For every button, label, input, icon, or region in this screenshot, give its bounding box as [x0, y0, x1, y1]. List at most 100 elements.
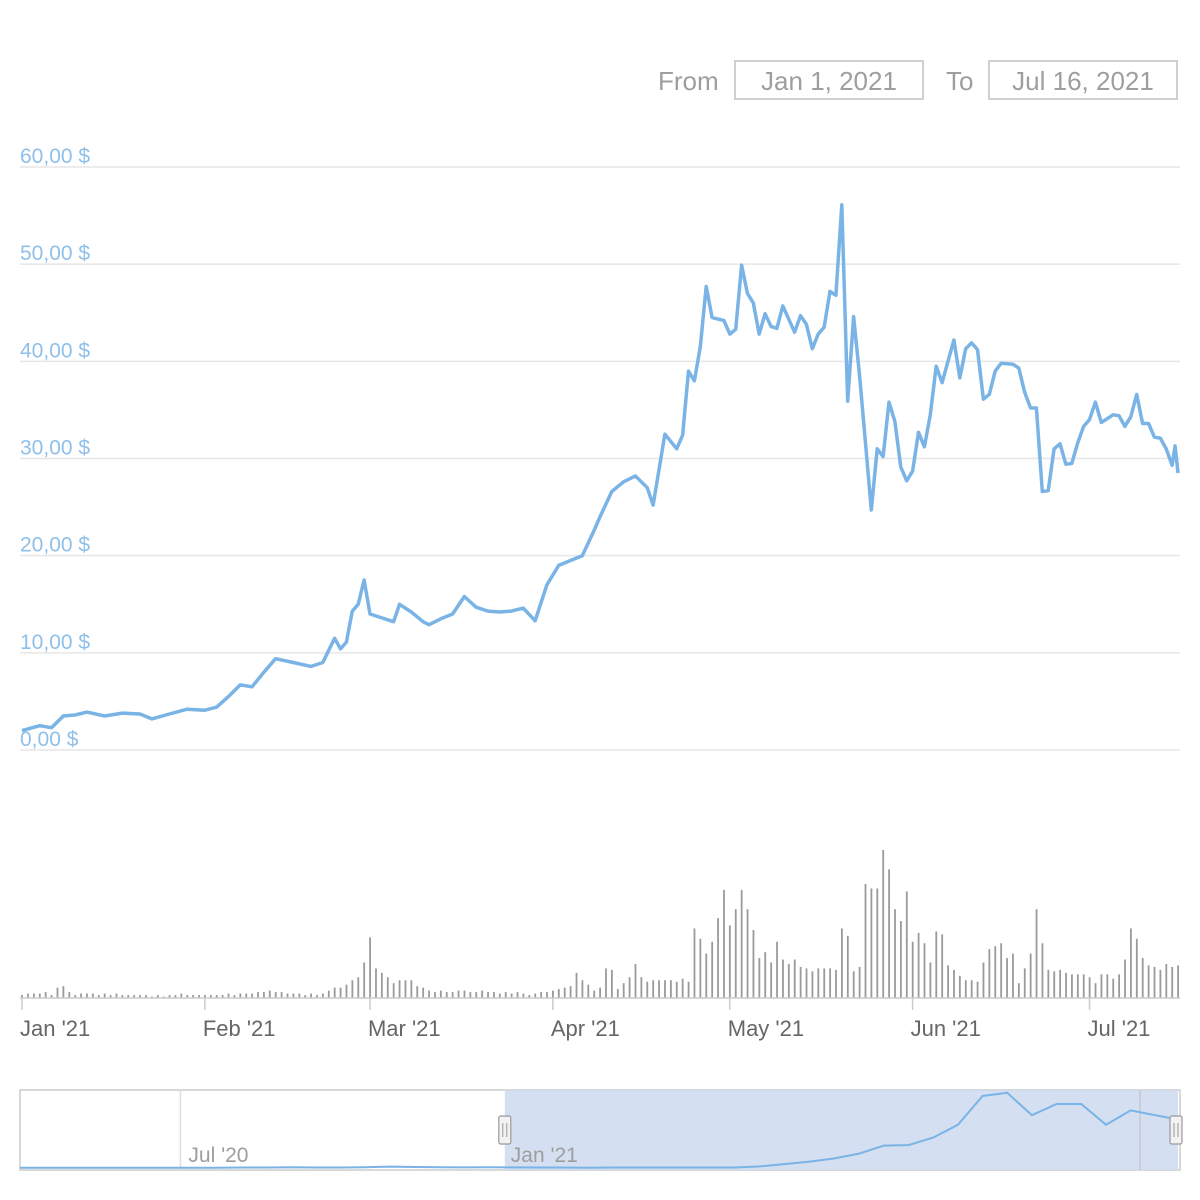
volume-bar: [310, 993, 312, 998]
volume-bar: [257, 992, 259, 998]
volume-bar: [994, 946, 997, 998]
volume-bar: [192, 995, 195, 998]
volume-bar: [32, 993, 35, 998]
volume-bar: [599, 987, 601, 998]
volume-bar: [386, 977, 389, 998]
volume-bar: [345, 984, 348, 998]
navigator-right-handle[interactable]: [1169, 1115, 1183, 1145]
volume-bar: [964, 980, 967, 998]
volume-bar: [1047, 969, 1050, 998]
volume-bar: [1118, 974, 1121, 998]
y-tick-label: 30,00 $: [20, 437, 90, 460]
volume-bar: [787, 963, 790, 998]
price-series: [21, 203, 1180, 733]
volume-bar: [1076, 974, 1079, 998]
volume-bar: [581, 980, 584, 998]
volume-bar: [91, 993, 94, 998]
volume-bar: [1141, 958, 1144, 998]
volume-bar: [823, 968, 826, 998]
volume-bar: [97, 995, 100, 998]
volume-bar: [357, 977, 360, 998]
volume-bar: [593, 990, 596, 998]
volume-bar: [534, 993, 537, 998]
volume-bar: [215, 995, 218, 998]
volume-bar: [74, 995, 77, 998]
volume-bar: [363, 962, 366, 998]
volume-bar: [133, 995, 136, 998]
volume-bar: [640, 977, 643, 998]
date-range-selector: From Jan 1, 2021 To Jul 16, 2021: [650, 60, 1180, 104]
navigator-left-handle[interactable]: [498, 1115, 512, 1145]
volume-bar: [1147, 965, 1150, 998]
volume-bar: [717, 918, 719, 998]
volume-bar: [687, 981, 690, 998]
volume-bar: [947, 965, 949, 998]
volume-bar: [103, 993, 106, 998]
volume-bar: [109, 995, 112, 998]
volume-bar: [841, 928, 843, 998]
volume-bar: [799, 966, 802, 998]
volume-bar: [988, 949, 991, 998]
volume-bar: [846, 935, 849, 998]
volume-bar: [398, 980, 401, 998]
volume-bar: [929, 962, 932, 998]
volume-bar: [463, 990, 466, 998]
volume-bar: [498, 993, 501, 998]
volume-bar: [333, 987, 336, 998]
volume-bar: [1177, 965, 1179, 998]
volume-bar: [864, 884, 867, 998]
volume-bar: [80, 993, 82, 998]
volume-bar: [1065, 972, 1067, 998]
volume-bar: [292, 993, 295, 998]
from-date-input[interactable]: Jan 1, 2021: [734, 60, 924, 100]
volume-bar: [740, 889, 743, 998]
volume-bar: [263, 992, 265, 998]
volume-bar: [616, 989, 619, 998]
volume-bar: [280, 992, 283, 998]
volume-bar: [764, 952, 767, 998]
volume-bar: [811, 971, 814, 998]
volume-bar: [894, 909, 896, 998]
volume-bar: [923, 943, 926, 998]
to-date-input[interactable]: Jul 16, 2021: [988, 60, 1178, 100]
volume-bar: [958, 975, 961, 998]
volume-bar: [286, 993, 289, 998]
volume-bar: [487, 992, 489, 998]
volume-bar: [746, 909, 749, 998]
volume-bar: [327, 990, 330, 998]
volume-bar: [522, 993, 525, 998]
volume-bar: [1012, 953, 1014, 998]
volume-bar: [204, 995, 206, 998]
x-tick-label: May '21: [728, 1016, 804, 1041]
volume-bar: [339, 987, 342, 998]
volume-bar: [62, 986, 65, 998]
volume-bar: [1082, 974, 1085, 998]
volume-bar: [1053, 971, 1056, 998]
volume-bar: [86, 993, 88, 998]
x-tick-label: Mar '21: [368, 1016, 441, 1041]
volume-bar: [752, 929, 755, 998]
volume-bar: [528, 995, 531, 998]
volume-bar: [121, 995, 124, 998]
volume-bar: [1023, 968, 1026, 998]
volume-bar: [156, 995, 159, 998]
volume-bar: [664, 980, 666, 998]
volume-bar: [1106, 974, 1109, 998]
volume-bar: [245, 993, 248, 998]
volume-bar: [209, 995, 212, 998]
volume-bar: [634, 963, 637, 998]
volume-bar: [180, 993, 183, 998]
volume-series: [20, 850, 1180, 999]
volume-bar: [1035, 909, 1038, 998]
volume-bar: [1000, 943, 1003, 998]
x-axis: Jan '21 Feb '21 Mar '21 Apr '21 May '21 Jun '…: [20, 998, 1150, 1041]
volume-bar: [1041, 943, 1044, 998]
volume-bar: [422, 987, 425, 998]
volume-bar: [239, 993, 242, 998]
y-tick-label: 50,00 $: [20, 242, 90, 265]
volume-bar: [316, 995, 318, 998]
navigator[interactable]: Jul '20 Jan '21: [19, 1089, 1183, 1171]
volume-bar: [652, 980, 655, 998]
volume-bar: [351, 980, 354, 998]
volume-bar: [375, 968, 377, 998]
